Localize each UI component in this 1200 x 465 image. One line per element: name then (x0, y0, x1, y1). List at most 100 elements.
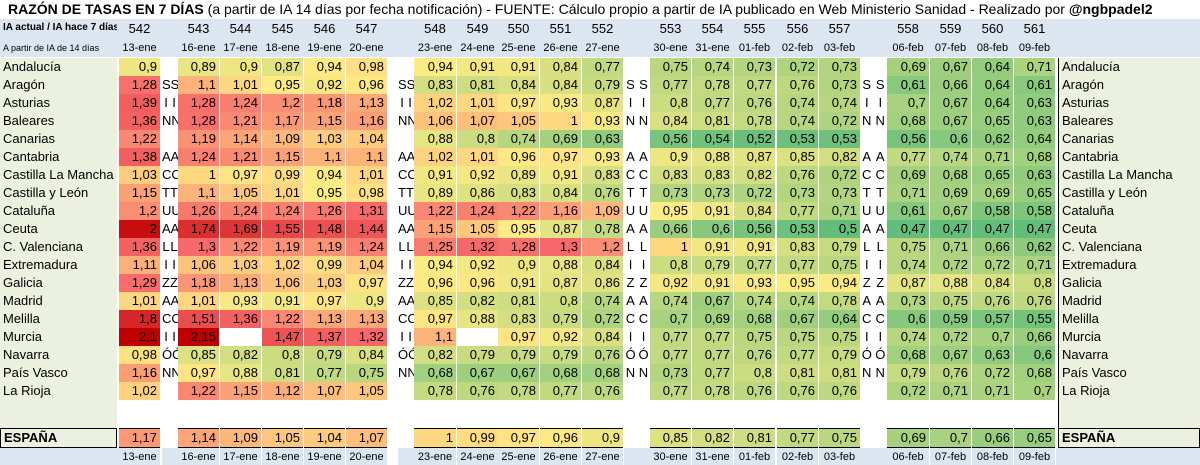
separator-letter-glyph: U (875, 203, 885, 218)
ratio-cell: 0,66 (930, 76, 971, 94)
region-name-right: Castilla y León (1058, 184, 1200, 202)
ratio-cell: 0,74 (777, 94, 818, 112)
ratio-cell: 0,72 (582, 310, 623, 328)
ratio-cell: 0,64 (1014, 130, 1055, 148)
ratio-cell: 0,82 (220, 346, 261, 364)
ratio-cell: 1,01 (178, 292, 219, 310)
separator-letter-glyph: N (875, 365, 885, 380)
ratio-cell: 0,75 (777, 328, 818, 346)
ratio-cell: 0,72 (777, 58, 818, 76)
ratio-cell: 0,84 (582, 328, 623, 346)
ratio-cell: 0,92 (540, 328, 581, 346)
ratio-cell: 0,95 (777, 274, 818, 292)
column-number: 550 (507, 21, 530, 36)
total-ratio-cell: 1,07 (346, 428, 387, 448)
separator-letter-glyph: A (862, 293, 872, 308)
ratio-cell: 2,1 (119, 328, 160, 346)
separator-letter-glyph: N (407, 113, 414, 128)
ratio-cell: 0,72 (930, 328, 971, 346)
ratio-cell: 0,91 (498, 58, 539, 76)
ratio-cell: 0,77 (692, 364, 733, 382)
column-date: 08-feb (976, 42, 1009, 54)
separator-letter-glyph: I (878, 95, 883, 110)
separator-letter-glyph: N (162, 365, 172, 380)
separator-letter-glyph: A (875, 293, 885, 308)
ratio-cell: 0,84 (582, 256, 623, 274)
ratio-cell: 1,22 (119, 130, 160, 148)
separator-letter-glyph: A (626, 149, 635, 164)
ratio-cell: 0,91 (498, 274, 539, 292)
ratio-cell: 1,03 (119, 166, 160, 184)
separator-letter-glyph: A (639, 149, 648, 164)
ratio-cell: 0,87 (540, 274, 581, 292)
region-name: País Vasco (0, 364, 117, 382)
ratio-cell: 1,1 (178, 76, 219, 94)
column-number: 544 (229, 21, 252, 36)
ratio-cell: 0,53 (819, 130, 860, 148)
column-date-footer: 09-feb (1014, 448, 1055, 465)
separator-letter-glyph: Ó (172, 347, 178, 362)
ratio-cell: 0,6 (692, 220, 733, 238)
ratio-cell: 1,39 (119, 94, 160, 112)
ratio-cell: 0,93 (582, 148, 623, 166)
separator-letter-glyph: C (875, 167, 885, 182)
separator-letter-glyph: A (626, 293, 635, 308)
region-name-right: C. Valenciana (1058, 238, 1200, 256)
separator-letter-glyph: N (398, 365, 408, 380)
separator-letter-glyph: S (639, 77, 648, 92)
ratio-cell: 0,77 (692, 94, 733, 112)
separator-letter-glyph: I (864, 329, 869, 344)
ratio-cell: 1,13 (304, 310, 345, 328)
region-name-right: Cataluña (1058, 202, 1200, 220)
ratio-cell: 0,67 (498, 364, 539, 382)
column-date: 27-ene (585, 42, 620, 54)
region-name: Madrid (0, 292, 117, 310)
ratio-cell: 0,88 (457, 310, 498, 328)
column-date: 07-feb (934, 42, 967, 54)
ratio-cell: 0,76 (1014, 292, 1055, 310)
ratio-cell: 0,91 (540, 166, 581, 184)
separator-letter-glyph: Z (162, 275, 170, 290)
separator-letter-glyph: T (162, 185, 170, 200)
ratio-cell: 0,97 (498, 328, 539, 346)
separator-letter (860, 382, 887, 400)
ratio-cell: 0,54 (692, 130, 733, 148)
ratio-cell: 0,84 (734, 202, 775, 220)
separator-letter-glyph: C (407, 311, 414, 326)
column-date-footer: 17-ene (220, 448, 261, 465)
ratio-cell: 0,93 (734, 274, 775, 292)
ratio-cell: 0,63 (582, 130, 623, 148)
ratio-cell: 0,9 (119, 58, 160, 76)
separator-letter (398, 58, 414, 76)
ratio-cell: 1,15 (414, 220, 456, 238)
separator-letter-glyph: A (398, 149, 407, 164)
column-number: 545 (271, 21, 294, 36)
ratio-cell: 0,76 (582, 346, 623, 364)
ratio-cell: 1,51 (178, 310, 219, 328)
column-date: 17-ene (223, 42, 258, 54)
total-ratio-cell: 0,77 (777, 428, 818, 448)
ratio-cell: 0,85 (414, 292, 456, 310)
separator-letter-glyph: N (162, 113, 172, 128)
ratio-cell: 0,47 (930, 220, 971, 238)
ratio-cell: 0,8 (1014, 274, 1055, 292)
ratio-cell: 0,64 (972, 58, 1013, 76)
ratio-cell: 1,15 (119, 184, 160, 202)
ratio-cell: 0,87 (887, 274, 929, 292)
ratio-cell: 0,71 (930, 238, 971, 256)
ratio-cell: 0,84 (972, 274, 1013, 292)
ratio-cell: 0,79 (540, 310, 581, 328)
ratio-cell: 1,36 (119, 238, 160, 256)
ratio-cell: 1,69 (220, 220, 261, 238)
ratio-cell: 0,7 (972, 328, 1013, 346)
column-date-footer: 27-ene (582, 448, 623, 465)
region-name-right: Murcia (1058, 328, 1200, 346)
ratio-cell: 0,84 (498, 76, 539, 94)
